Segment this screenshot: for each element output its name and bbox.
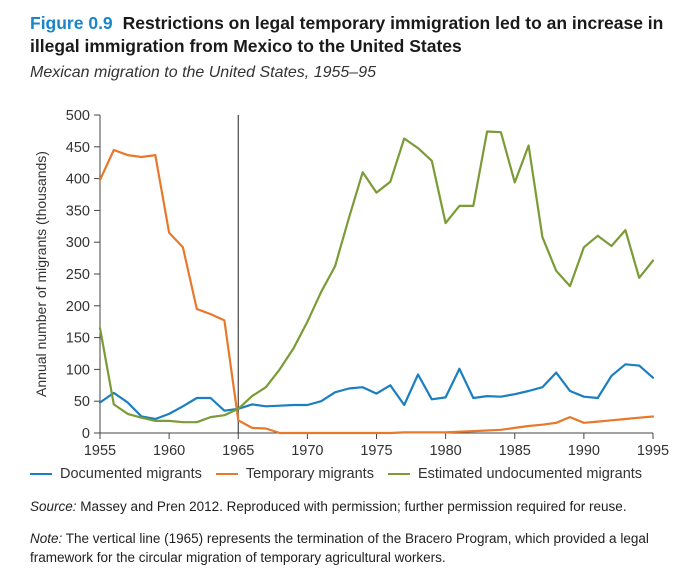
legend-swatch	[30, 473, 52, 475]
legend-label: Estimated undocumented migrants	[417, 466, 643, 482]
series-undocumented-line	[98, 130, 655, 424]
figure-title-text: Restrictions on legal temporary immigrat…	[30, 13, 664, 56]
x-tick-label: 1990	[568, 443, 600, 459]
chart-legend: Documented migrants Temporary migrants E…	[30, 466, 656, 482]
figure-label: Figure 0.9	[30, 13, 113, 33]
y-tick-label: 100	[66, 362, 90, 378]
y-tick-label: 0	[82, 426, 90, 442]
x-tick-label: 1955	[84, 443, 116, 459]
x-tick-label: 1985	[499, 443, 531, 459]
y-tick-label: 50	[74, 394, 90, 410]
y-tick-label: 400	[66, 172, 90, 188]
y-tick-label: 350	[66, 203, 90, 219]
note-label: Note:	[30, 531, 63, 546]
x-tick-label: 1970	[291, 443, 323, 459]
chart-ticks: 0 50 100 150 200 250 300 350 400 450 500 1955 1960 19…	[66, 108, 669, 459]
line-chart: 0 50 100 150 200 250 300 350 400 450 500 1955 1960 19…	[33, 108, 669, 459]
legend-swatch	[387, 473, 410, 475]
legend-swatch	[215, 473, 238, 475]
legend-label: Temporary migrants	[245, 466, 374, 482]
figure-subtitle: Mexican migration to the United States, …	[30, 64, 376, 81]
y-axis-title: Annual number of migrants (thousands)	[33, 151, 49, 397]
figure-title: Figure 0.9 Restrictions on legal temporar…	[30, 12, 680, 58]
legend-item-undocumented: Estimated undocumented migrants	[387, 466, 643, 482]
y-tick-label: 150	[66, 331, 90, 347]
x-tick-label: 1980	[429, 443, 461, 459]
source-text: Massey and Pren 2012. Reproduced with pe…	[80, 499, 627, 514]
x-tick-label: 1975	[360, 443, 392, 459]
y-tick-label: 500	[66, 108, 90, 124]
chart-axes	[99, 115, 653, 434]
chart-series	[98, 115, 655, 435]
x-tick-label: 1995	[637, 443, 669, 459]
series-temporary-line	[98, 148, 655, 435]
legend-item-documented: Documented migrants	[30, 466, 202, 482]
figure-note: Note: The vertical line (1965) represent…	[30, 529, 690, 567]
y-tick-label: 250	[66, 267, 90, 283]
x-tick-label: 1960	[153, 443, 185, 459]
y-tick-label: 300	[66, 235, 90, 251]
y-tick-label: 450	[66, 140, 90, 156]
source-note: Source: Massey and Pren 2012. Reproduced…	[30, 499, 627, 514]
note-text: The vertical line (1965) represents the …	[30, 531, 649, 565]
series-documented-line	[98, 363, 655, 421]
x-tick-label: 1965	[222, 443, 254, 459]
y-tick-label: 200	[66, 299, 90, 315]
legend-label: Documented migrants	[60, 466, 202, 482]
legend-item-temporary: Temporary migrants	[215, 466, 374, 482]
source-label: Source:	[30, 499, 77, 514]
